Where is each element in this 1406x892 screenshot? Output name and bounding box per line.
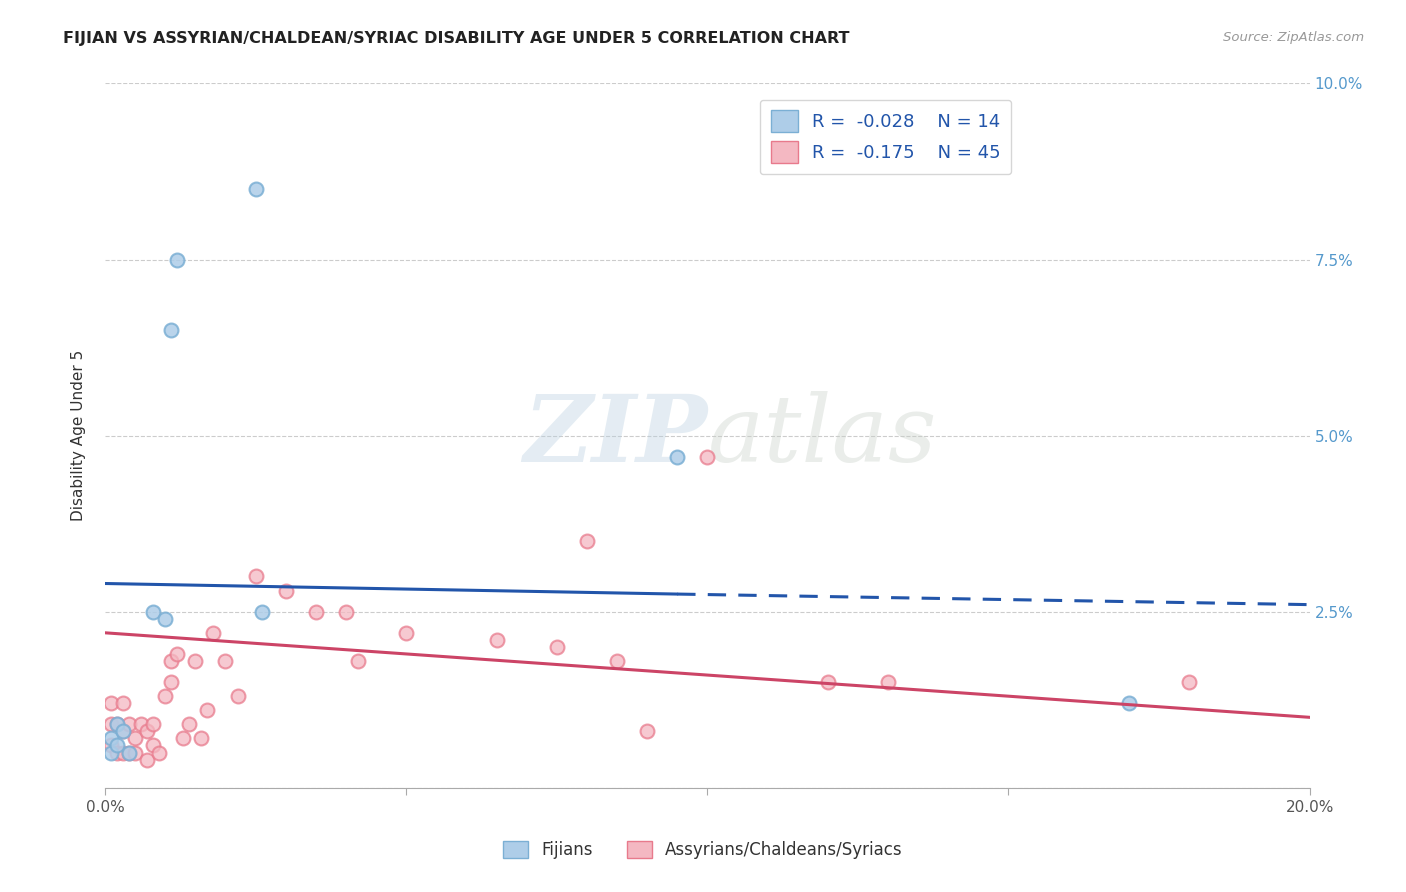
- Point: [347, 654, 370, 668]
- Point: [485, 632, 508, 647]
- Point: [166, 647, 188, 661]
- Point: [155, 612, 177, 626]
- Point: [202, 625, 225, 640]
- Point: [666, 450, 689, 464]
- Text: atlas: atlas: [707, 391, 936, 481]
- Point: [142, 605, 165, 619]
- Point: [105, 717, 128, 731]
- Point: [148, 746, 170, 760]
- Point: [817, 675, 839, 690]
- Point: [155, 689, 177, 703]
- Text: ZIP: ZIP: [523, 391, 707, 481]
- Point: [197, 703, 219, 717]
- Point: [226, 689, 249, 703]
- Point: [877, 675, 900, 690]
- Point: [636, 724, 658, 739]
- Point: [112, 696, 135, 710]
- Point: [118, 746, 141, 760]
- Point: [112, 746, 135, 760]
- Text: Source: ZipAtlas.com: Source: ZipAtlas.com: [1223, 31, 1364, 45]
- Point: [105, 746, 128, 760]
- Point: [166, 252, 188, 267]
- Point: [100, 739, 122, 753]
- Legend: R =  -0.028    N = 14, R =  -0.175    N = 45: R = -0.028 N = 14, R = -0.175 N = 45: [759, 100, 1011, 174]
- Point: [160, 675, 183, 690]
- Point: [214, 654, 236, 668]
- Point: [129, 717, 152, 731]
- Point: [118, 717, 141, 731]
- Point: [112, 724, 135, 739]
- Point: [136, 724, 159, 739]
- Point: [335, 605, 357, 619]
- Point: [305, 605, 328, 619]
- Point: [1178, 675, 1201, 690]
- Point: [184, 654, 207, 668]
- Point: [575, 534, 598, 549]
- Point: [1118, 696, 1140, 710]
- Point: [160, 323, 183, 337]
- Point: [250, 605, 273, 619]
- Legend: Fijians, Assyrians/Chaldeans/Syriacs: Fijians, Assyrians/Chaldeans/Syriacs: [496, 834, 910, 866]
- Point: [142, 739, 165, 753]
- Point: [112, 724, 135, 739]
- Point: [100, 731, 122, 746]
- Point: [179, 717, 201, 731]
- Point: [696, 450, 718, 464]
- Point: [124, 731, 146, 746]
- Point: [190, 731, 212, 746]
- Point: [142, 717, 165, 731]
- Point: [100, 696, 122, 710]
- Point: [118, 746, 141, 760]
- Point: [136, 753, 159, 767]
- Point: [160, 654, 183, 668]
- Text: FIJIAN VS ASSYRIAN/CHALDEAN/SYRIAC DISABILITY AGE UNDER 5 CORRELATION CHART: FIJIAN VS ASSYRIAN/CHALDEAN/SYRIAC DISAB…: [63, 31, 849, 46]
- Point: [245, 182, 267, 196]
- Y-axis label: Disability Age Under 5: Disability Age Under 5: [72, 350, 86, 521]
- Point: [105, 717, 128, 731]
- Point: [274, 583, 297, 598]
- Point: [546, 640, 568, 654]
- Point: [100, 746, 122, 760]
- Point: [172, 731, 194, 746]
- Point: [395, 625, 418, 640]
- Point: [105, 739, 128, 753]
- Point: [100, 717, 122, 731]
- Point: [124, 746, 146, 760]
- Point: [245, 569, 267, 583]
- Point: [606, 654, 628, 668]
